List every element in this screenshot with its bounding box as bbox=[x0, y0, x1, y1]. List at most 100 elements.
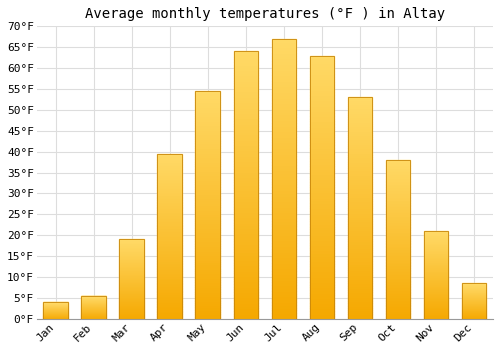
Bar bbox=[272, 193, 296, 196]
Bar bbox=[196, 296, 220, 299]
Bar bbox=[310, 100, 334, 103]
Bar bbox=[234, 298, 258, 300]
Bar bbox=[272, 100, 296, 103]
Bar bbox=[234, 276, 258, 279]
Bar bbox=[196, 292, 220, 294]
Bar bbox=[234, 65, 258, 68]
Bar bbox=[196, 191, 220, 194]
Bar bbox=[158, 309, 182, 311]
Bar bbox=[234, 206, 258, 209]
Bar bbox=[120, 315, 144, 316]
Bar bbox=[158, 259, 182, 261]
Bar bbox=[424, 240, 448, 241]
Bar bbox=[196, 225, 220, 228]
Bar bbox=[462, 307, 486, 308]
Bar bbox=[196, 271, 220, 273]
Bar bbox=[272, 182, 296, 184]
Bar bbox=[234, 201, 258, 204]
Bar bbox=[348, 190, 372, 192]
Bar bbox=[158, 177, 182, 178]
Bar bbox=[234, 255, 258, 257]
Bar bbox=[234, 91, 258, 94]
Bar bbox=[234, 68, 258, 70]
Bar bbox=[310, 137, 334, 140]
Bar bbox=[310, 66, 334, 69]
Bar bbox=[272, 218, 296, 221]
Bar bbox=[424, 277, 448, 278]
Bar bbox=[386, 233, 410, 235]
Bar bbox=[196, 210, 220, 212]
Bar bbox=[120, 278, 144, 279]
Bar bbox=[272, 302, 296, 305]
Bar bbox=[196, 278, 220, 280]
Bar bbox=[462, 286, 486, 287]
Bar bbox=[234, 110, 258, 113]
Bar bbox=[196, 103, 220, 105]
Bar bbox=[348, 197, 372, 199]
Bar bbox=[196, 184, 220, 187]
Bar bbox=[196, 114, 220, 116]
Bar bbox=[272, 313, 296, 316]
Bar bbox=[310, 129, 334, 132]
Bar bbox=[120, 287, 144, 288]
Bar bbox=[158, 291, 182, 293]
Bar bbox=[196, 112, 220, 114]
Bar bbox=[234, 228, 258, 231]
Bar bbox=[310, 279, 334, 282]
Bar bbox=[386, 256, 410, 257]
Bar bbox=[196, 207, 220, 210]
Bar bbox=[348, 193, 372, 195]
Bar bbox=[310, 261, 334, 264]
Bar bbox=[386, 187, 410, 189]
Bar bbox=[386, 317, 410, 319]
Bar bbox=[196, 203, 220, 205]
Bar bbox=[386, 208, 410, 209]
Bar bbox=[158, 261, 182, 263]
Bar bbox=[196, 244, 220, 246]
Bar bbox=[196, 169, 220, 171]
Bar bbox=[310, 172, 334, 174]
Bar bbox=[196, 308, 220, 310]
Bar bbox=[348, 139, 372, 142]
Bar bbox=[386, 165, 410, 166]
Bar bbox=[234, 76, 258, 78]
Bar bbox=[158, 281, 182, 282]
Bar bbox=[234, 137, 258, 140]
Bar bbox=[272, 151, 296, 154]
Bar bbox=[386, 192, 410, 194]
Bar bbox=[310, 232, 334, 234]
Bar bbox=[310, 211, 334, 213]
Bar bbox=[348, 294, 372, 297]
Bar bbox=[386, 238, 410, 239]
Bar bbox=[348, 210, 372, 212]
Bar bbox=[348, 159, 372, 162]
Bar bbox=[158, 162, 182, 164]
Bar bbox=[310, 303, 334, 306]
Bar bbox=[196, 239, 220, 241]
Bar bbox=[348, 224, 372, 226]
Bar bbox=[310, 250, 334, 253]
Bar bbox=[272, 75, 296, 78]
Bar bbox=[196, 134, 220, 136]
Bar bbox=[158, 293, 182, 294]
Bar bbox=[158, 178, 182, 180]
Bar bbox=[310, 229, 334, 232]
Bar bbox=[272, 210, 296, 212]
Bar bbox=[310, 293, 334, 295]
Bar bbox=[348, 208, 372, 210]
Bar bbox=[272, 109, 296, 112]
Bar bbox=[310, 82, 334, 84]
Bar bbox=[272, 176, 296, 179]
Bar bbox=[310, 282, 334, 285]
Bar bbox=[310, 166, 334, 169]
Bar bbox=[196, 280, 220, 282]
Bar bbox=[386, 254, 410, 256]
Bar bbox=[310, 71, 334, 74]
Bar bbox=[120, 298, 144, 299]
Bar bbox=[310, 316, 334, 319]
Bar bbox=[310, 266, 334, 269]
Bar bbox=[196, 289, 220, 292]
Bar bbox=[158, 282, 182, 284]
Bar bbox=[272, 296, 296, 299]
Bar bbox=[196, 153, 220, 155]
